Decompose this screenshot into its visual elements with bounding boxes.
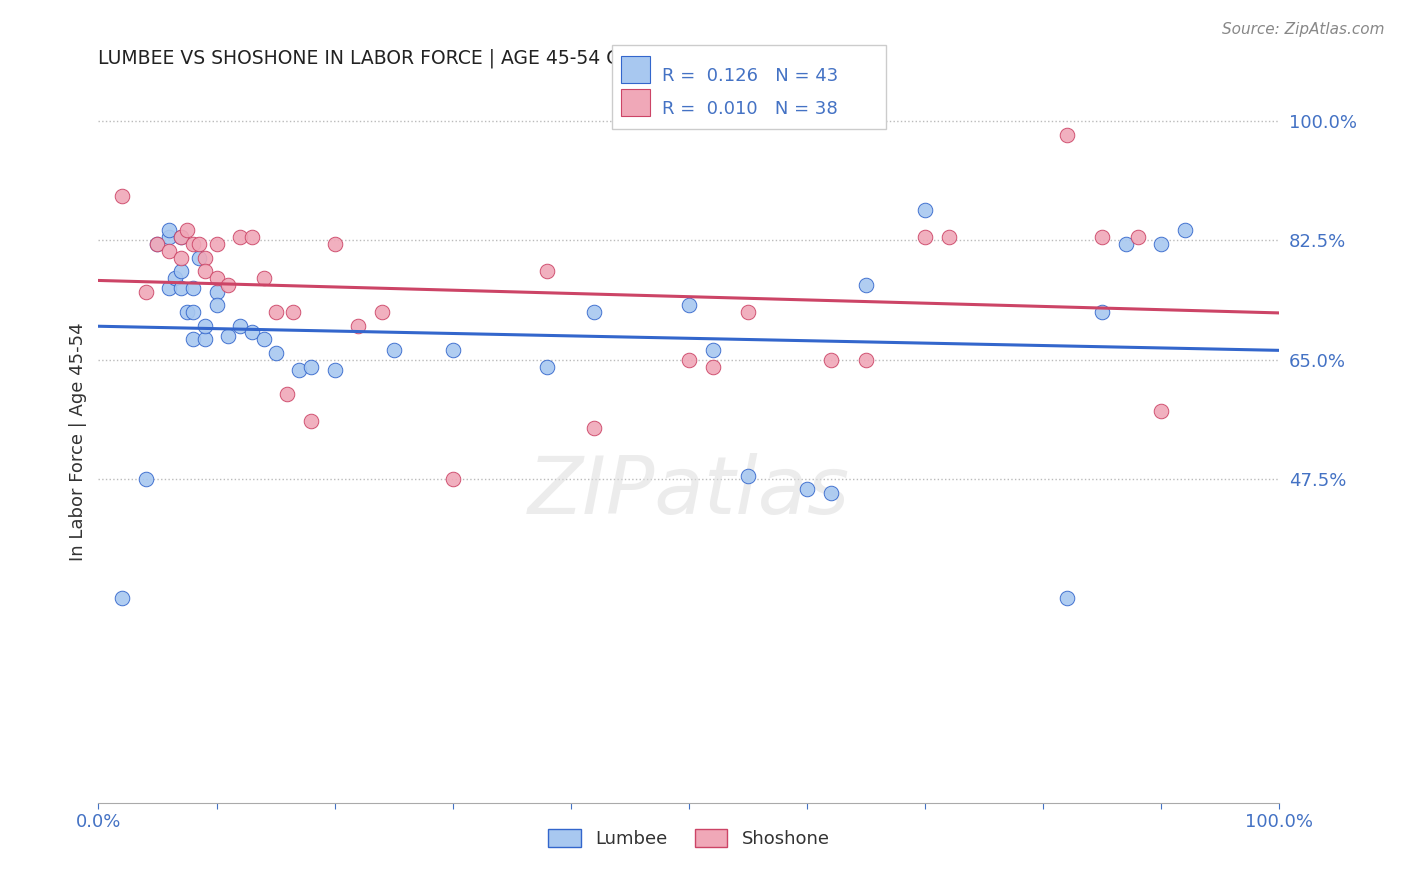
Point bbox=[146, 236, 169, 251]
Point bbox=[283, 305, 305, 319]
Point bbox=[1056, 591, 1078, 606]
Point bbox=[299, 359, 322, 374]
Text: R =  0.010   N = 38: R = 0.010 N = 38 bbox=[662, 100, 838, 118]
Point bbox=[157, 223, 180, 237]
Point bbox=[441, 472, 464, 486]
Point bbox=[702, 343, 724, 357]
Point bbox=[323, 236, 346, 251]
Point bbox=[702, 359, 724, 374]
Point bbox=[240, 230, 263, 244]
Point bbox=[264, 305, 287, 319]
Point bbox=[187, 236, 209, 251]
Point bbox=[146, 236, 169, 251]
Point bbox=[583, 305, 606, 319]
Point bbox=[194, 251, 217, 265]
Point bbox=[347, 318, 370, 333]
Point bbox=[176, 223, 198, 237]
Point bbox=[678, 298, 700, 312]
Point bbox=[737, 305, 759, 319]
Point bbox=[737, 468, 759, 483]
Text: ZIPatlas: ZIPatlas bbox=[527, 453, 851, 531]
Point bbox=[1126, 230, 1149, 244]
Point bbox=[205, 285, 228, 299]
Point bbox=[181, 236, 204, 251]
Point bbox=[170, 230, 193, 244]
Point bbox=[536, 359, 558, 374]
Point bbox=[194, 318, 217, 333]
Point bbox=[205, 298, 228, 312]
Point bbox=[855, 277, 877, 292]
Point bbox=[820, 485, 842, 500]
Point bbox=[170, 251, 193, 265]
Point bbox=[276, 387, 298, 401]
Point bbox=[194, 264, 217, 278]
Point bbox=[371, 305, 394, 319]
Point bbox=[205, 271, 228, 285]
Point bbox=[157, 244, 180, 258]
Point bbox=[382, 343, 405, 357]
Point bbox=[441, 343, 464, 357]
Point bbox=[855, 352, 877, 367]
Point bbox=[796, 482, 818, 496]
Text: LUMBEE VS SHOSHONE IN LABOR FORCE | AGE 45-54 CORRELATION CHART: LUMBEE VS SHOSHONE IN LABOR FORCE | AGE … bbox=[98, 48, 810, 68]
Point bbox=[229, 230, 252, 244]
Point bbox=[240, 326, 263, 340]
Point bbox=[253, 271, 276, 285]
Point bbox=[176, 305, 198, 319]
Point bbox=[264, 346, 287, 360]
Point bbox=[1150, 236, 1173, 251]
Point bbox=[194, 332, 217, 346]
Point bbox=[181, 332, 204, 346]
Point bbox=[253, 332, 276, 346]
Text: Source: ZipAtlas.com: Source: ZipAtlas.com bbox=[1222, 22, 1385, 37]
Point bbox=[187, 251, 209, 265]
Point bbox=[1115, 236, 1137, 251]
Point bbox=[217, 329, 239, 343]
Point bbox=[111, 591, 134, 606]
Text: R =  0.126   N = 43: R = 0.126 N = 43 bbox=[662, 67, 838, 85]
Point bbox=[170, 264, 193, 278]
Point bbox=[299, 414, 322, 428]
Point bbox=[135, 285, 157, 299]
Point bbox=[914, 230, 936, 244]
Point bbox=[914, 202, 936, 217]
Point bbox=[1150, 404, 1173, 418]
Point bbox=[323, 363, 346, 377]
Point bbox=[157, 281, 180, 295]
Point bbox=[229, 318, 252, 333]
Point bbox=[111, 189, 134, 203]
Point bbox=[1174, 223, 1197, 237]
Point bbox=[678, 352, 700, 367]
Point bbox=[217, 277, 239, 292]
Point bbox=[1091, 305, 1114, 319]
Point bbox=[181, 305, 204, 319]
Point bbox=[536, 264, 558, 278]
Point bbox=[165, 271, 187, 285]
Point bbox=[170, 281, 193, 295]
Point bbox=[170, 230, 193, 244]
Point bbox=[583, 421, 606, 435]
Point bbox=[157, 230, 180, 244]
Point bbox=[1091, 230, 1114, 244]
Point bbox=[205, 236, 228, 251]
Point bbox=[181, 281, 204, 295]
Legend: Lumbee, Shoshone: Lumbee, Shoshone bbox=[541, 822, 837, 855]
Point bbox=[1056, 128, 1078, 142]
Point bbox=[820, 352, 842, 367]
Y-axis label: In Labor Force | Age 45-54: In Labor Force | Age 45-54 bbox=[69, 322, 87, 561]
Point bbox=[938, 230, 960, 244]
Point bbox=[135, 472, 157, 486]
Point bbox=[288, 363, 311, 377]
